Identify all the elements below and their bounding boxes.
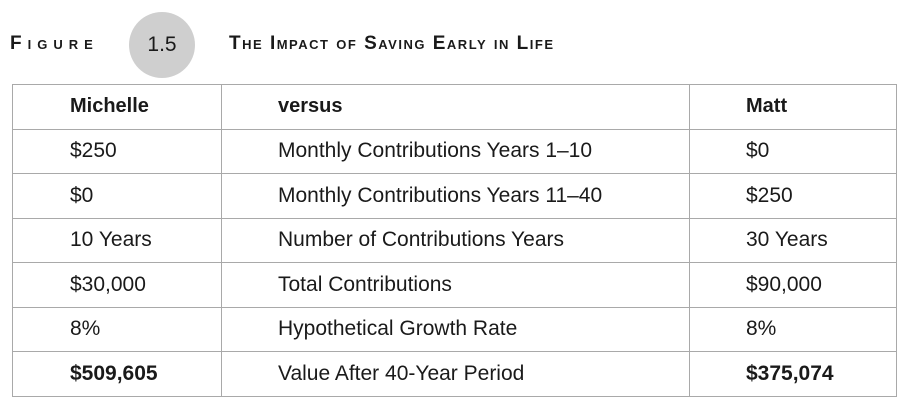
figure-title: The Impact of Saving Early in Life [229, 33, 555, 54]
table-row: 10 Years Number of Contributions Years 3… [12, 217, 897, 263]
column-header-michelle: Michelle [12, 84, 222, 130]
metric-label: Monthly Contributions Years 11–40 [221, 173, 690, 219]
table-row: $0 Monthly Contributions Years 11–40 $25… [12, 173, 897, 219]
matt-value: $0 [689, 128, 897, 174]
figure-number: 1.5 [147, 33, 177, 56]
matt-final-value: $375,074 [689, 351, 897, 397]
metric-label: Hypothetical Growth Rate [221, 306, 690, 352]
table-row: 8% Hypothetical Growth Rate 8% [12, 306, 897, 352]
michelle-value: $0 [12, 173, 222, 219]
michelle-value: 10 Years [12, 217, 222, 263]
column-header-versus: versus [221, 84, 690, 130]
matt-value: $250 [689, 173, 897, 219]
matt-value: $90,000 [689, 262, 897, 308]
table-row: $30,000 Total Contributions $90,000 [12, 262, 897, 308]
michelle-final-value: $509,605 [12, 351, 222, 397]
matt-value: 30 Years [689, 217, 897, 263]
comparison-table: Michelle versus Matt $250 Monthly Contri… [12, 84, 897, 397]
matt-value: 8% [689, 306, 897, 352]
figure-number-badge: 1.5 [129, 12, 195, 78]
figure-header: Figure 1.5 The Impact of Saving Early in… [0, 0, 910, 84]
metric-label: Number of Contributions Years [221, 217, 690, 263]
figure-label: Figure [10, 33, 99, 54]
table-row-total: $509,605 Value After 40-Year Period $375… [12, 351, 897, 397]
metric-label: Value After 40-Year Period [221, 351, 690, 397]
michelle-value: $250 [12, 128, 222, 174]
table-header-row: Michelle versus Matt [12, 84, 897, 130]
michelle-value: 8% [12, 306, 222, 352]
metric-label: Monthly Contributions Years 1–10 [221, 128, 690, 174]
table-row: $250 Monthly Contributions Years 1–10 $0 [12, 128, 897, 174]
column-header-matt: Matt [689, 84, 897, 130]
metric-label: Total Contributions [221, 262, 690, 308]
michelle-value: $30,000 [12, 262, 222, 308]
